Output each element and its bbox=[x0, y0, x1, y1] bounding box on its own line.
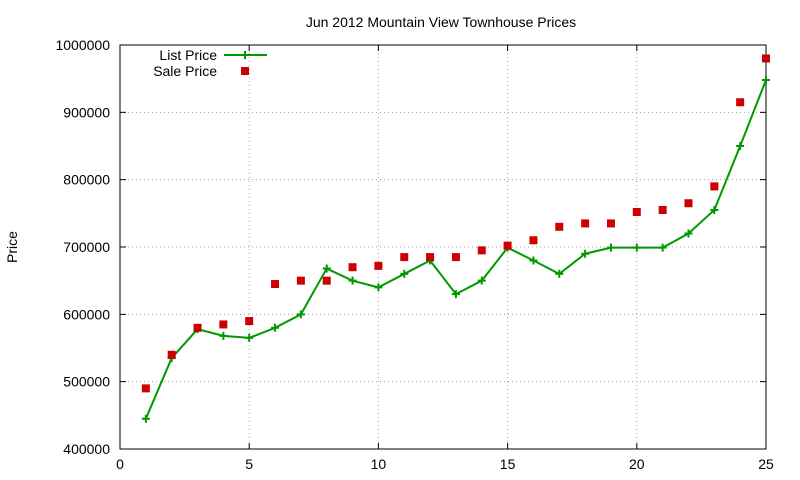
sale-price-point bbox=[322, 276, 331, 285]
legend-label: Sale Price bbox=[153, 63, 217, 79]
list-price-point bbox=[555, 269, 564, 278]
sale-price-point bbox=[736, 98, 745, 107]
list-price-point bbox=[477, 276, 486, 285]
y-tick-label: 600000 bbox=[63, 306, 110, 322]
legend-label: List Price bbox=[159, 47, 217, 63]
sale-price-point bbox=[271, 280, 280, 289]
list-price-point bbox=[658, 243, 667, 252]
y-tick-label: 700000 bbox=[63, 239, 110, 255]
sale-price-point bbox=[400, 253, 409, 262]
sale-price-point bbox=[167, 350, 176, 359]
list-price-point bbox=[348, 276, 357, 285]
sale-price-point bbox=[141, 384, 150, 393]
y-axis-label: Price bbox=[4, 231, 20, 263]
list-price-point bbox=[606, 243, 615, 252]
list-price-point bbox=[296, 310, 305, 319]
sale-price-point bbox=[219, 320, 228, 329]
sale-price-point bbox=[503, 241, 512, 250]
sale-price-point bbox=[606, 219, 615, 228]
x-tick-label: 0 bbox=[116, 456, 124, 472]
list-price-point bbox=[581, 249, 590, 258]
list-price-point bbox=[374, 283, 383, 292]
x-tick-label: 25 bbox=[758, 456, 774, 472]
y-tick-label: 500000 bbox=[63, 374, 110, 390]
legend-square-marker bbox=[241, 67, 249, 75]
list-price-point bbox=[322, 264, 331, 273]
list-price-point bbox=[529, 256, 538, 265]
sale-price-point bbox=[529, 236, 538, 245]
sale-price-point bbox=[477, 246, 486, 255]
sale-price-point bbox=[451, 253, 460, 262]
series-0 bbox=[141, 76, 770, 423]
series-layer bbox=[141, 54, 770, 423]
sale-price-point bbox=[426, 253, 435, 262]
sale-price-point bbox=[245, 317, 254, 326]
sale-price-point bbox=[710, 182, 719, 191]
sale-price-point bbox=[762, 54, 770, 63]
sale-price-point bbox=[555, 222, 564, 231]
sale-price-point bbox=[581, 219, 590, 228]
chart-title: Jun 2012 Mountain View Townhouse Prices bbox=[306, 14, 576, 30]
list-price-point bbox=[245, 333, 254, 342]
list-price-point bbox=[219, 331, 228, 340]
list-price-point bbox=[762, 76, 770, 85]
legend-plus-marker bbox=[241, 51, 249, 59]
x-tick-label: 10 bbox=[371, 456, 387, 472]
list-price-point bbox=[736, 142, 745, 150]
sale-price-point bbox=[658, 205, 667, 214]
series-1 bbox=[141, 54, 770, 393]
x-tick-label: 5 bbox=[245, 456, 253, 472]
x-tick-label: 20 bbox=[629, 456, 645, 472]
y-tick-label: 900000 bbox=[63, 104, 110, 120]
sale-price-point bbox=[374, 261, 383, 270]
sale-price-point bbox=[193, 323, 202, 332]
sale-price-point bbox=[348, 263, 357, 272]
sale-price-point bbox=[296, 276, 305, 285]
grid-layer bbox=[120, 45, 766, 449]
list-price-line bbox=[144, 79, 767, 420]
list-price-point bbox=[684, 229, 693, 238]
y-tick-label: 1000000 bbox=[55, 37, 110, 53]
list-price-point bbox=[141, 414, 150, 423]
list-price-point bbox=[710, 205, 719, 214]
sale-price-point bbox=[632, 207, 641, 216]
sale-price-point bbox=[684, 199, 693, 208]
list-price-point bbox=[400, 269, 409, 278]
list-price-point bbox=[632, 243, 641, 252]
y-tick-label: 800000 bbox=[63, 172, 110, 188]
list-price-point bbox=[271, 323, 280, 332]
y-tick-label: 400000 bbox=[63, 441, 110, 457]
x-tick-label: 15 bbox=[500, 456, 516, 472]
list-price-point bbox=[451, 290, 460, 299]
tick-layer: 0 5 10 15 20 25 400000 500000 600000 700000 800000… bbox=[55, 37, 774, 472]
